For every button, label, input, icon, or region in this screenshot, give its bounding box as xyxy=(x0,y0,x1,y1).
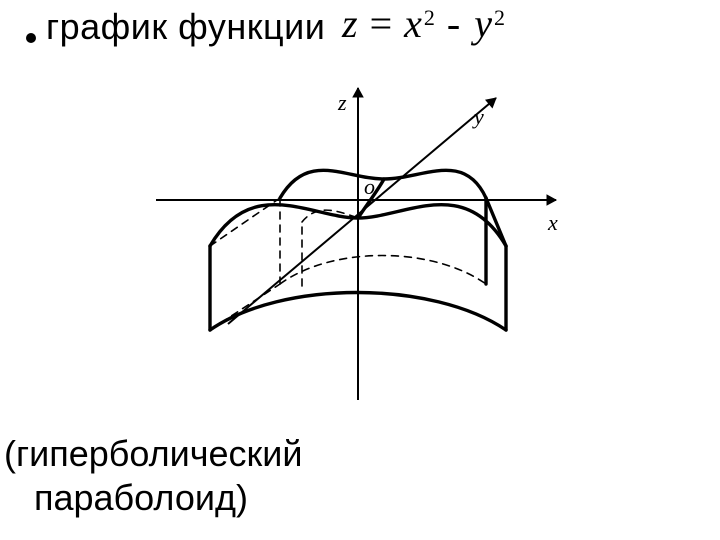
bullet-item: график функции xyxy=(26,6,325,48)
caption-line2: параболоид) xyxy=(4,476,302,520)
formula-y-exp: 2 xyxy=(494,5,505,30)
svg-text:x: x xyxy=(547,210,558,235)
formula-minus: - xyxy=(437,1,470,46)
formula-x-exp: 2 xyxy=(424,5,435,30)
svg-text:y: y xyxy=(472,104,484,129)
formula-eq: = xyxy=(362,1,401,46)
formula: z = x2 - y2 xyxy=(342,0,503,47)
bullet-dot-icon xyxy=(26,33,36,43)
caption: (гиперболический параболоид) xyxy=(4,432,302,520)
diagram: z x y o xyxy=(132,80,572,408)
formula-y: y xyxy=(474,1,492,46)
formula-x: x xyxy=(404,1,422,46)
svg-text:z: z xyxy=(337,90,347,115)
caption-line1: (гиперболический xyxy=(4,432,302,476)
bullet-label: график функции xyxy=(46,6,325,48)
svg-text:o: o xyxy=(364,174,375,199)
formula-lhs: z xyxy=(342,1,358,46)
diagram-svg: z x y o xyxy=(132,80,572,408)
